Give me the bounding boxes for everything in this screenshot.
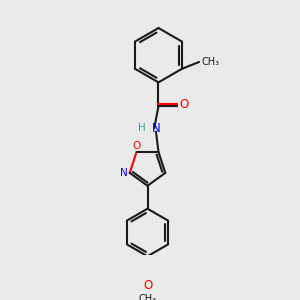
Text: O: O — [180, 98, 189, 111]
Text: CH₃: CH₃ — [138, 294, 157, 300]
Text: N: N — [152, 122, 160, 135]
Text: O: O — [143, 279, 152, 292]
Text: CH₃: CH₃ — [202, 57, 220, 67]
Text: O: O — [132, 141, 141, 151]
Text: N: N — [120, 168, 128, 178]
Text: H: H — [139, 123, 146, 133]
